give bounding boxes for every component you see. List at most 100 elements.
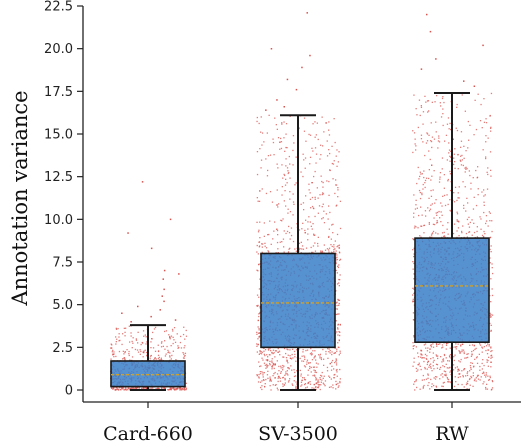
jitter-point [441, 157, 444, 159]
jitter-point [111, 351, 113, 353]
jitter-point [320, 381, 322, 383]
jitter-point [446, 123, 449, 125]
box-iqr [260, 252, 336, 349]
jitter-point [465, 375, 467, 377]
jitter-point [292, 149, 294, 152]
jitter-point [317, 138, 319, 141]
jitter-point [470, 367, 472, 369]
jitter-point [307, 233, 309, 235]
jitter-point [326, 140, 328, 142]
jitter-point [415, 204, 417, 206]
jitter-point [162, 345, 164, 347]
jitter-point [283, 347, 286, 350]
jitter-point [446, 377, 448, 379]
jitter-point [491, 263, 493, 265]
jitter-point [164, 355, 167, 357]
jitter-point [443, 235, 446, 237]
jitter-point [413, 255, 415, 258]
jitter-point [449, 209, 451, 212]
jitter-point [443, 366, 446, 368]
jitter-point [427, 360, 429, 363]
jitter-point [284, 382, 286, 384]
jitter-point [466, 382, 468, 384]
jitter-point [306, 361, 308, 363]
jitter-point [339, 368, 341, 371]
jitter-point [461, 230, 463, 233]
jitter-point [442, 96, 444, 98]
jitter-point [309, 383, 312, 385]
jitter-point [135, 387, 137, 389]
jitter-point [329, 211, 331, 214]
jitter-point [335, 360, 337, 362]
jitter-point [121, 343, 123, 346]
jitter-point [274, 117, 276, 119]
jitter-point [323, 131, 325, 133]
jitter-point [285, 352, 287, 355]
jitter-point [183, 355, 185, 357]
jitter-point [284, 190, 286, 192]
jitter-point [321, 218, 323, 220]
jitter-point [267, 356, 269, 358]
jitter-point [266, 354, 268, 356]
jitter-point [160, 346, 163, 348]
jitter-point [335, 380, 337, 383]
jitter-point [427, 361, 429, 364]
jitter-point [337, 196, 339, 198]
jitter-point [442, 359, 444, 361]
jitter-point [323, 244, 325, 246]
jitter-point [420, 206, 422, 208]
jitter-point [485, 135, 487, 137]
jitter-point [436, 376, 438, 378]
outlier-point [276, 99, 278, 101]
jitter-point [322, 186, 324, 188]
jitter-point [423, 357, 425, 359]
jitter-point [320, 358, 323, 361]
jitter-point [335, 320, 337, 322]
jitter-point [475, 377, 477, 379]
jitter-point [420, 353, 422, 355]
jitter-point [294, 375, 297, 377]
jitter-point [287, 170, 289, 172]
outlier-point [159, 309, 161, 311]
box-Card-660 [110, 324, 186, 391]
jitter-point [338, 313, 340, 315]
jitter-point [427, 111, 429, 113]
jitter-point [272, 349, 275, 351]
jitter-point [431, 164, 433, 166]
jitter-point [166, 345, 168, 348]
jitter-point [320, 374, 322, 377]
jitter-point [267, 359, 269, 361]
jitter-point [263, 379, 265, 381]
jitter-point [132, 386, 134, 389]
jitter-point [489, 375, 491, 377]
jitter-point [116, 388, 119, 390]
jitter-point [269, 220, 271, 222]
jitter-point [133, 387, 135, 390]
jitter-point [131, 347, 133, 349]
jitter-point [447, 342, 449, 344]
jitter-point [457, 192, 459, 194]
jitter-point [323, 364, 325, 366]
jitter-point [412, 151, 414, 154]
jitter-point [118, 387, 120, 389]
outlier-point [178, 273, 180, 275]
jitter-point [287, 212, 289, 214]
jitter-point [328, 121, 330, 123]
jitter-point [119, 339, 121, 342]
jitter-point [281, 186, 283, 188]
jitter-point [336, 331, 338, 333]
jitter-point [293, 375, 296, 378]
jitter-point [141, 341, 143, 344]
jitter-point [338, 299, 341, 301]
jitter-point [413, 292, 415, 295]
jitter-point [287, 349, 289, 351]
jitter-point [284, 374, 286, 376]
jitter-point [287, 172, 289, 175]
jitter-point [439, 102, 441, 104]
jitter-point [280, 137, 282, 140]
jitter-point [328, 235, 330, 238]
jitter-point [257, 253, 259, 255]
jitter-point [111, 344, 113, 346]
jitter-point [459, 351, 461, 353]
